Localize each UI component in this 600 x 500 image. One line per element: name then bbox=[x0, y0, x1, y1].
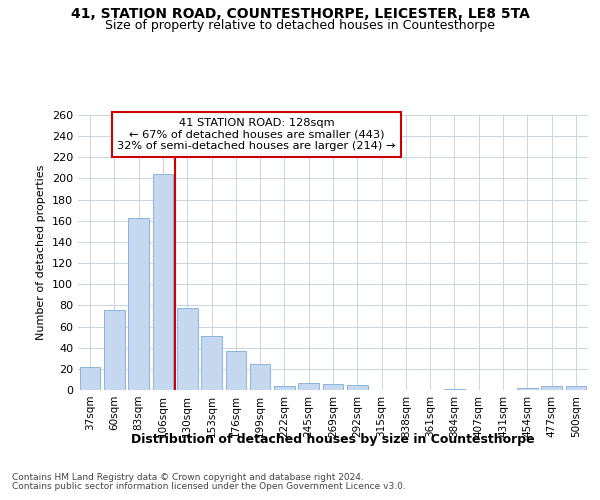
Bar bbox=[177, 308, 197, 390]
Text: 41 STATION ROAD: 128sqm
← 67% of detached houses are smaller (443)
32% of semi-d: 41 STATION ROAD: 128sqm ← 67% of detache… bbox=[118, 118, 395, 151]
Bar bbox=[201, 336, 222, 390]
Bar bbox=[128, 218, 149, 390]
Text: Contains public sector information licensed under the Open Government Licence v3: Contains public sector information licen… bbox=[12, 482, 406, 491]
Text: Contains HM Land Registry data © Crown copyright and database right 2024.: Contains HM Land Registry data © Crown c… bbox=[12, 472, 364, 482]
Y-axis label: Number of detached properties: Number of detached properties bbox=[37, 165, 46, 340]
Bar bbox=[566, 386, 586, 390]
Text: Distribution of detached houses by size in Countesthorpe: Distribution of detached houses by size … bbox=[131, 432, 535, 446]
Bar bbox=[298, 382, 319, 390]
Bar bbox=[444, 389, 465, 390]
Bar bbox=[104, 310, 125, 390]
Bar bbox=[517, 388, 538, 390]
Bar bbox=[226, 351, 246, 390]
Bar bbox=[80, 366, 100, 390]
Bar bbox=[250, 364, 271, 390]
Bar bbox=[541, 386, 562, 390]
Bar bbox=[347, 384, 368, 390]
Bar bbox=[323, 384, 343, 390]
Bar bbox=[274, 386, 295, 390]
Bar bbox=[152, 174, 173, 390]
Text: 41, STATION ROAD, COUNTESTHORPE, LEICESTER, LE8 5TA: 41, STATION ROAD, COUNTESTHORPE, LEICEST… bbox=[71, 8, 529, 22]
Text: Size of property relative to detached houses in Countesthorpe: Size of property relative to detached ho… bbox=[105, 18, 495, 32]
